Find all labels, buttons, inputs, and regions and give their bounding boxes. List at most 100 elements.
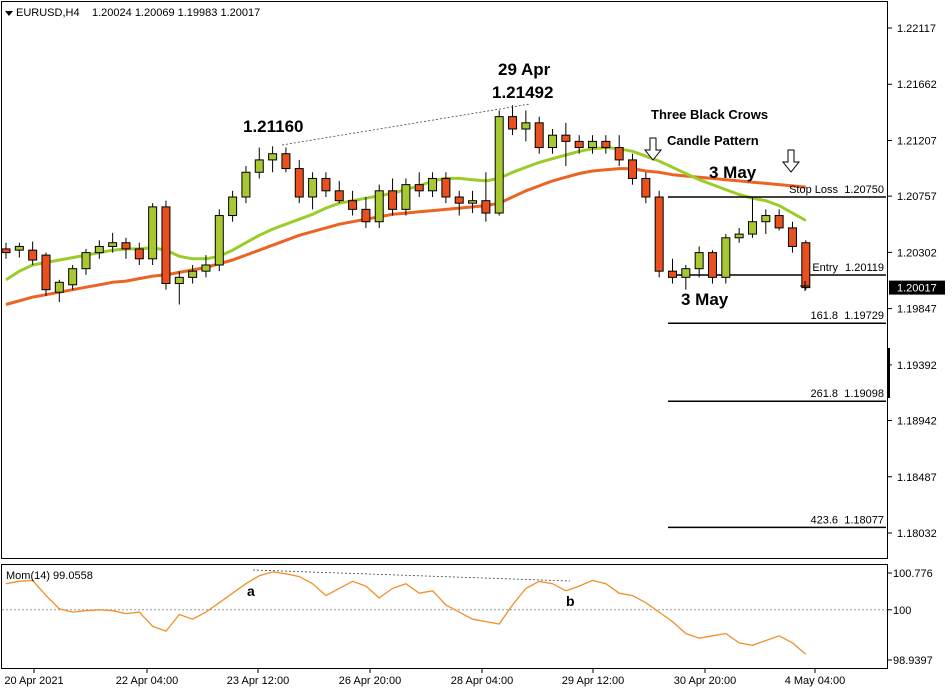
bear-candle-body (614, 147, 624, 161)
candle (707, 250, 717, 284)
bull-candle-body (734, 233, 744, 239)
bull-candle-body (494, 116, 504, 214)
bull-candle-body (174, 276, 184, 285)
momentum-tick-label: 100.776 (893, 568, 933, 580)
bull-candle-body (308, 177, 318, 198)
candle (161, 200, 171, 290)
candle (308, 172, 318, 210)
level-value: 1.18077 (844, 514, 884, 526)
bear-candle-body (481, 200, 491, 214)
candle (108, 232, 118, 253)
candle (401, 178, 411, 216)
bear-candle-body (28, 249, 38, 261)
candle (174, 271, 184, 305)
ohlc-values: 1.20024 1.20069 1.19983 1.20017 (92, 7, 260, 19)
candle (601, 135, 611, 154)
bear-candle-body (134, 248, 144, 260)
bull-candle-body (268, 153, 278, 161)
candle (574, 135, 584, 154)
bear-candle-body (361, 208, 371, 223)
bear-candle-body (1, 248, 11, 254)
bear-candle-body (574, 140, 584, 149)
last-price-box (889, 280, 945, 295)
level-value: 1.19729 (844, 310, 884, 322)
level-entry[interactable]: Entry 1.20119 (668, 262, 886, 276)
date-label-lower: 3 May (681, 290, 729, 309)
candle (747, 196, 757, 238)
candle (241, 166, 251, 204)
candle (281, 147, 291, 173)
bull-candle-body (68, 268, 78, 286)
candle (734, 227, 744, 243)
bull-candle-body (588, 140, 598, 149)
candlesticks (1, 105, 811, 305)
time-tick-label: 20 Apr 2021 (4, 675, 63, 687)
peak-trend-line (281, 103, 531, 146)
candle (441, 172, 451, 204)
last-price-label: 1.20017 (897, 283, 937, 295)
momentum-tick-label: 100 (893, 605, 911, 617)
bear-candle-body (628, 159, 638, 179)
bear-candle-body (414, 184, 424, 192)
bull-candle-body (214, 215, 224, 266)
price-tick-label: 1.19392 (897, 360, 937, 372)
momentum-indicator: 100.776 100 98.9397 (2, 568, 933, 667)
candle (548, 129, 558, 154)
level-label: Entry (812, 262, 838, 274)
candle (388, 178, 398, 216)
momentum-title: Mom(14) 99.0558 (6, 570, 93, 582)
bear-candle-body (321, 177, 331, 192)
bear-candle-body (641, 177, 651, 198)
candle (614, 135, 624, 167)
candle (28, 241, 38, 265)
peak1-label: 1.21160 (243, 117, 304, 136)
peak2-label: 1.21492 (492, 83, 553, 102)
bear-candle-body (774, 215, 784, 229)
level-161-8[interactable]: 161.8 1.19729 (668, 310, 886, 324)
bull-candle-body (81, 252, 91, 270)
momentum-panel-frame (1, 564, 888, 669)
level-stop-loss[interactable]: Stop Loss 1.20750 (668, 184, 886, 198)
candle (81, 248, 91, 275)
bear-candle-body (601, 140, 611, 149)
bull-candle-body (108, 242, 118, 247)
candle (361, 196, 371, 228)
bear-candle-body (334, 190, 344, 202)
down-arrow-icon (781, 149, 801, 173)
price-tick-label: 1.21207 (897, 135, 937, 147)
time-tick-label: 26 Apr 20:00 (339, 675, 401, 687)
level-423-6[interactable]: 423.6 1.18077 (668, 514, 886, 529)
candle (348, 190, 358, 216)
candle (268, 146, 278, 173)
pattern-title-line1: Three Black Crows (651, 107, 768, 122)
price-tick-label: 1.19847 (897, 304, 937, 316)
dropdown-triangle-icon[interactable] (5, 11, 13, 16)
bear-candle-body (508, 116, 518, 130)
fibonacci-levels: Stop Loss 1.20750 Entry 1.20119 161.8 1.19729… (668, 184, 886, 529)
bear-candle-body (707, 252, 717, 278)
candle (668, 258, 677, 284)
bull-candle-body (694, 252, 704, 270)
level-label: 261.8 (810, 388, 838, 400)
bull-candle-body (747, 221, 757, 235)
time-tick-label: 30 Apr 20:00 (674, 675, 736, 687)
level-label: 161.8 (810, 310, 838, 322)
candle (148, 203, 158, 265)
bear-candle-body (281, 153, 291, 170)
bull-candle-body (241, 171, 251, 198)
candle (787, 221, 797, 253)
bear-candle-body (668, 270, 677, 278)
candle (414, 172, 424, 197)
price-tick-label: 1.18487 (897, 472, 937, 484)
price-tick-label: 1.21662 (897, 79, 937, 91)
bear-candle-body (41, 254, 51, 291)
level-value: 1.20119 (845, 262, 884, 274)
momentum-line (5, 571, 807, 655)
bear-candle-body (388, 190, 398, 210)
candle (428, 172, 438, 197)
candle (321, 172, 331, 197)
level-261-8[interactable]: 261.8 1.19098 (668, 388, 886, 402)
candle (94, 240, 104, 259)
bear-candle-body (561, 134, 571, 142)
